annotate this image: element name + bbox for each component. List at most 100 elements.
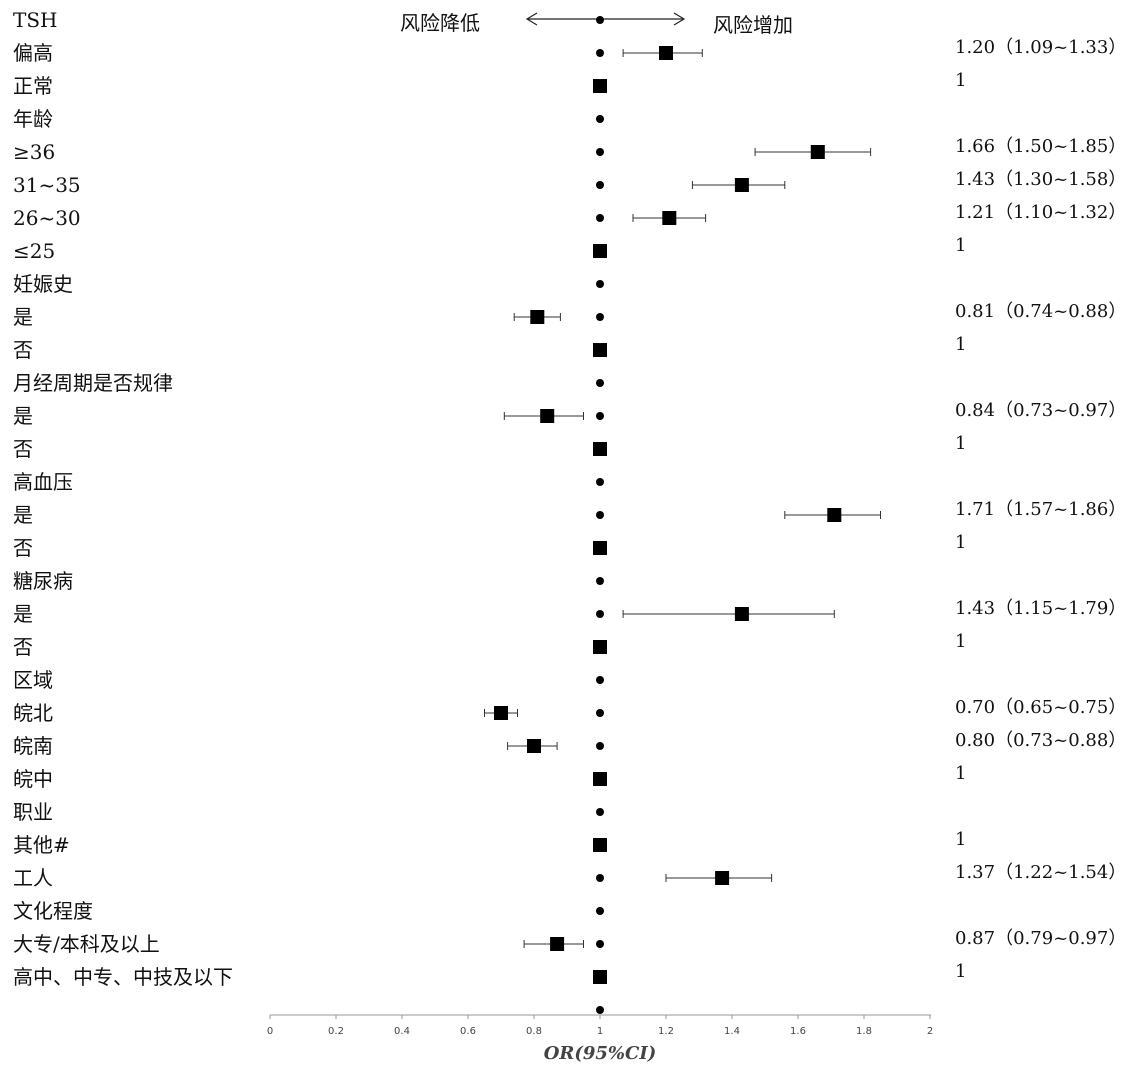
row-label: 大专/本科及以上	[13, 932, 160, 956]
or-ci-text: 1.20（1.09~1.33）	[955, 37, 1126, 58]
x-tick-label: 1.4	[724, 1026, 740, 1037]
row-label: 妊娠史	[13, 272, 73, 296]
row-label: 皖中	[13, 767, 53, 791]
row-label: 皖北	[13, 701, 53, 725]
forest-row: 是 1.43（1.15~1.79）	[13, 598, 1126, 626]
forest-row: 是 0.81（0.74~0.88）	[13, 301, 1126, 329]
odds-ratio-marker	[593, 244, 607, 258]
forest-row: 31~35 1.43（1.30~1.58）	[13, 169, 1126, 197]
x-tick-label: 0.2	[328, 1026, 344, 1037]
x-tick-label: 1.6	[790, 1026, 806, 1037]
forest-row: 皖中 1	[13, 763, 966, 791]
row-label: ≥36	[13, 140, 55, 164]
reference-dot	[596, 478, 604, 486]
or-ci-text: 1.43（1.15~1.79）	[955, 598, 1126, 619]
reference-dot	[596, 808, 604, 816]
row-label: 糖尿病	[13, 569, 73, 593]
or-ci-text: 1	[955, 70, 966, 91]
odds-ratio-marker	[662, 211, 677, 225]
odds-ratio-marker	[593, 772, 607, 786]
row-label: 年龄	[13, 107, 53, 131]
reference-dot	[596, 940, 604, 948]
forest-row: 高血压	[13, 470, 73, 494]
or-ci-text: 0.87（0.79~0.97）	[955, 928, 1126, 949]
x-tick-label: 2	[927, 1026, 933, 1037]
or-ci-text: 1	[955, 433, 966, 454]
reference-dot	[596, 280, 604, 288]
forest-row: 正常 1	[13, 70, 966, 98]
reference-dot	[596, 577, 604, 585]
direction-arrow-icon	[525, 12, 686, 26]
forest-row: 区域	[13, 668, 53, 692]
forest-row: 是 1.71（1.57~1.86）	[13, 499, 1126, 527]
row-label: 工人	[13, 866, 53, 890]
forest-row: 年龄	[13, 107, 53, 131]
reference-dot	[596, 49, 604, 57]
reference-dot	[596, 511, 604, 519]
or-ci-text: 1	[955, 631, 966, 652]
row-label: 高中、中专、中技及以下	[13, 965, 233, 989]
reference-line	[596, 16, 604, 1014]
or-ci-text: 0.81（0.74~0.88）	[955, 301, 1126, 322]
reference-dot	[596, 412, 604, 420]
odds-ratio-marker	[593, 541, 607, 555]
odds-ratio-marker	[734, 607, 749, 621]
or-ci-text: 1.43（1.30~1.58）	[955, 169, 1126, 190]
row-label: 否	[13, 536, 33, 560]
forest-row: 大专/本科及以上 0.87（0.79~0.97）	[13, 928, 1126, 956]
x-tick-label: 0	[267, 1026, 273, 1037]
or-ci-text: 1	[955, 763, 966, 784]
forest-row: 26~30 1.21（1.10~1.32）	[13, 202, 1126, 230]
odds-ratio-marker	[593, 343, 607, 357]
row-label: 是	[13, 404, 33, 428]
forest-row: 文化程度	[13, 899, 93, 923]
row-label: 31~35	[13, 173, 81, 197]
row-label: 职业	[13, 800, 53, 824]
odds-ratio-marker	[659, 46, 673, 60]
row-label: 高血压	[13, 470, 73, 494]
x-axis-ticks: 0 0.2 0.4 0.6 0.8 1 1.2 1.4 1.6 1.8 2	[267, 1015, 933, 1037]
row-label: ≤25	[13, 239, 55, 263]
odds-ratio-marker	[527, 739, 541, 753]
reference-dot	[596, 874, 604, 882]
forest-row: ≤25 1	[13, 235, 966, 263]
forest-row: 月经周期是否规律	[13, 371, 173, 395]
row-label: 是	[13, 305, 33, 329]
forest-row: 糖尿病	[13, 569, 73, 593]
or-ci-text: 1	[955, 961, 966, 982]
x-tick-label: 0.8	[526, 1026, 542, 1037]
odds-ratio-marker	[810, 145, 825, 159]
forest-row: TSH	[13, 8, 57, 32]
forest-row: 其他# 1	[13, 829, 966, 857]
or-ci-text: 1	[955, 829, 966, 850]
forest-rows: TSH 偏高 1.20（1.09~1.33） 正常 1 年龄 ≥36 1.66（1.50~1.…	[13, 8, 1126, 989]
or-ci-text: 1.66（1.50~1.85）	[955, 136, 1126, 157]
row-label: 文化程度	[13, 899, 93, 923]
or-ci-text: 1	[955, 235, 966, 256]
or-ci-text: 1	[955, 334, 966, 355]
or-ci-text: 0.80（0.73~0.88）	[955, 730, 1126, 751]
or-ci-text: 1.71（1.57~1.86）	[955, 499, 1126, 520]
reference-dot	[596, 16, 604, 24]
odds-ratio-marker	[593, 79, 607, 93]
odds-ratio-marker	[550, 937, 565, 951]
odds-ratio-marker	[540, 409, 555, 423]
row-label: 26~30	[13, 206, 81, 230]
odds-ratio-marker	[494, 706, 508, 720]
x-tick-label: 1.8	[856, 1026, 872, 1037]
reference-dot	[596, 313, 604, 321]
forest-row: 妊娠史	[13, 272, 73, 296]
reference-dot	[596, 676, 604, 684]
odds-ratio-marker	[827, 508, 842, 522]
row-label: 正常	[13, 74, 53, 98]
odds-ratio-marker	[715, 871, 730, 885]
forest-row: 皖南 0.80（0.73~0.88）	[13, 730, 1126, 758]
row-label: 否	[13, 635, 33, 659]
row-label: 是	[13, 503, 33, 527]
reference-dot	[596, 610, 604, 618]
odds-ratio-marker	[734, 178, 749, 192]
